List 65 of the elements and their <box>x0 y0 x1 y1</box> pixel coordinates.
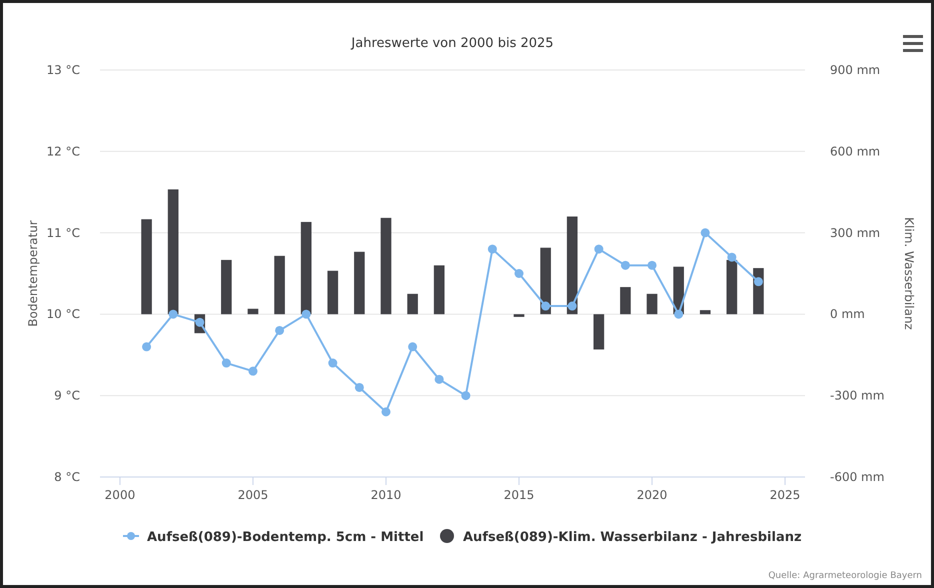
chart-title: Jahreswerte von 2000 bis 2025 <box>350 36 554 51</box>
point <box>408 342 418 352</box>
x-tick-label: 2020 <box>636 488 668 502</box>
bar <box>620 287 631 314</box>
source-note: Quelle: Agrarmeteorologie Bayern <box>768 571 922 581</box>
y2-axis-title: Klim. Wasserbilanz <box>902 217 916 330</box>
point <box>488 244 497 254</box>
y2-tick-label: 0 mm <box>830 307 865 322</box>
bar <box>380 218 392 314</box>
y-tick-label: 10 °C <box>46 307 80 322</box>
bar <box>700 310 711 314</box>
bar <box>594 314 604 350</box>
x-tick-label: 2015 <box>504 488 534 502</box>
bar <box>354 252 365 314</box>
point <box>434 374 444 384</box>
point <box>514 269 524 278</box>
legend-label: Aufseß(089)-Klim. Wasserbilanz - Jahresbilanz <box>463 530 802 545</box>
point <box>381 407 390 416</box>
bar <box>327 270 338 314</box>
point <box>142 342 152 352</box>
x-tick-label: 2025 <box>770 488 800 502</box>
bar <box>434 265 445 314</box>
bar <box>141 219 152 314</box>
bar <box>168 189 178 314</box>
y2-tick-label: -600 mm <box>830 470 884 484</box>
point <box>461 391 470 400</box>
bar <box>300 222 312 314</box>
y-tick-label: 13 °C <box>46 63 80 77</box>
bar <box>221 260 232 314</box>
y2-tick-label: 600 mm <box>830 144 880 158</box>
point <box>700 228 710 238</box>
bar <box>514 314 524 317</box>
point <box>302 310 311 319</box>
y2-tick-label: 300 mm <box>830 226 880 240</box>
legend-label: Aufseß(089)-Bodentemp. 5cm - Mittel <box>147 530 424 545</box>
point <box>354 382 364 392</box>
bar <box>646 294 658 314</box>
point <box>727 252 736 262</box>
point <box>222 358 231 368</box>
point <box>248 366 258 376</box>
y-tick-label: 8 °C <box>54 470 80 484</box>
y-tick-label: 11 °C <box>46 226 80 240</box>
point <box>648 260 657 270</box>
x-tick-label: 2000 <box>104 488 136 502</box>
x-tick-label: 2010 <box>370 488 402 502</box>
point <box>754 277 763 286</box>
point <box>275 326 284 335</box>
point <box>594 244 604 254</box>
x-tick-label: 2005 <box>238 488 268 502</box>
point <box>674 310 684 319</box>
y2-tick-label: 900 mm <box>830 63 880 77</box>
y-tick-label: 12 °C <box>46 144 80 158</box>
bar <box>274 256 285 314</box>
bar <box>248 308 258 314</box>
bar <box>407 294 418 314</box>
point <box>541 302 550 311</box>
point <box>168 310 178 319</box>
point <box>328 358 338 368</box>
point <box>620 260 630 270</box>
y2-tick-label: -300 mm <box>830 388 884 403</box>
y-axis-title: Bodentemperatur <box>26 220 40 327</box>
bar <box>726 260 738 314</box>
bar <box>566 216 578 314</box>
y-tick-label: 9 °C <box>54 388 80 403</box>
point <box>568 302 577 311</box>
